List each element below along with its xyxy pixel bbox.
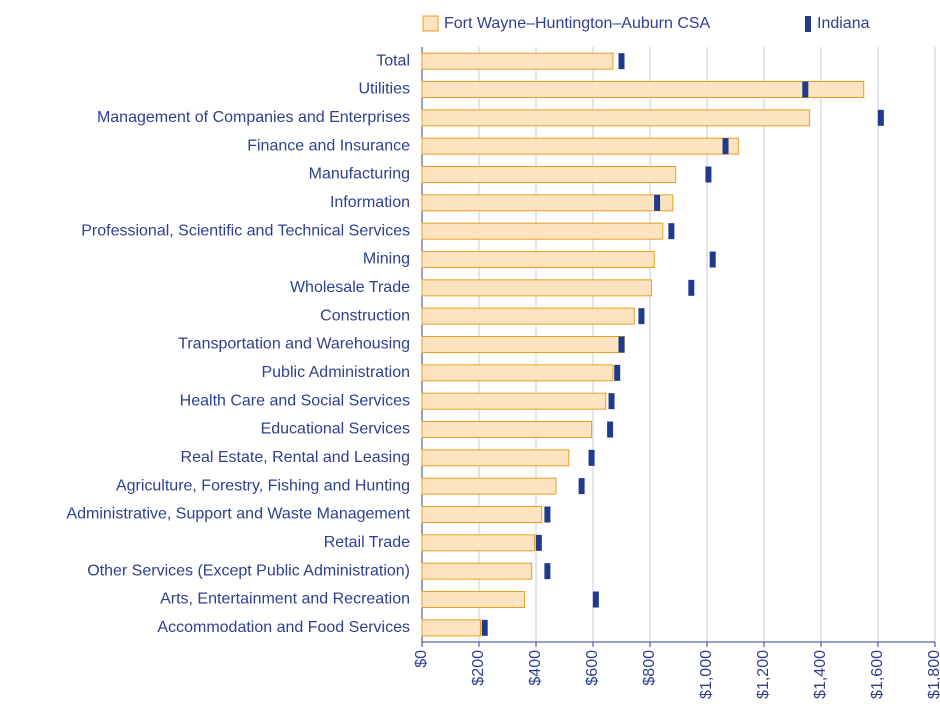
- y-tick-label: Administrative, Support and Waste Manage…: [66, 506, 410, 523]
- x-tick-label: $1,600: [869, 650, 886, 699]
- bar: [421, 449, 570, 467]
- y-tick-label: Real Estate, Rental and Leasing: [181, 449, 410, 466]
- bar: [421, 421, 593, 438]
- y-tick-label: Mining: [363, 251, 410, 268]
- marker: [722, 138, 729, 155]
- bar: [421, 166, 677, 183]
- legend-label: Indiana: [817, 15, 870, 32]
- legend-swatch: [805, 16, 811, 32]
- marker: [608, 393, 615, 410]
- y-tick-label: Information: [330, 194, 410, 211]
- marker: [709, 251, 716, 268]
- bar: [421, 477, 557, 495]
- marker: [654, 194, 661, 211]
- y-tick-label: Health Care and Social Services: [180, 392, 410, 409]
- marker: [592, 591, 599, 608]
- marker: [802, 81, 809, 98]
- y-tick-label: Total: [376, 52, 410, 69]
- marker: [877, 109, 884, 126]
- marker: [618, 336, 625, 353]
- x-tick-label: $1,400: [812, 650, 829, 699]
- y-tick-label: Wholesale Trade: [290, 279, 410, 296]
- bar: [421, 506, 543, 523]
- bar: [421, 222, 664, 240]
- y-tick-label: Professional, Scientific and Technical S…: [81, 222, 410, 239]
- y-tick-label: Management of Companies and Enterprises: [97, 109, 410, 126]
- y-tick-label: Construction: [320, 307, 410, 324]
- bar: [421, 81, 865, 98]
- x-tick-label: $1,200: [755, 650, 772, 699]
- x-tick-label: $200: [470, 650, 487, 686]
- y-tick-label: Public Administration: [261, 364, 410, 381]
- bar: [421, 137, 739, 155]
- marker: [668, 223, 675, 240]
- x-tick-label: $400: [527, 650, 544, 686]
- y-tick-label: Other Services (Except Public Administra…: [87, 562, 410, 579]
- marker: [705, 166, 712, 183]
- marker: [614, 364, 621, 381]
- y-tick-label: Transportation and Warehousing: [178, 336, 410, 353]
- x-tick-label: $0: [413, 650, 430, 668]
- y-tick-label: Retail Trade: [324, 534, 410, 551]
- bar: [421, 534, 536, 552]
- x-tick-label: $600: [584, 650, 601, 686]
- bar: [421, 52, 614, 70]
- marker: [535, 534, 542, 551]
- bar: [421, 619, 481, 637]
- bar: [421, 336, 625, 353]
- marker: [481, 619, 488, 636]
- y-tick-label: Agriculture, Forestry, Fishing and Hunti…: [116, 477, 410, 494]
- bar: [421, 251, 655, 268]
- bar: [421, 279, 652, 297]
- x-tick-label: $800: [641, 650, 658, 686]
- y-tick-label: Educational Services: [261, 421, 410, 438]
- bar: [421, 591, 526, 608]
- bar: [421, 307, 635, 325]
- marker: [688, 279, 695, 296]
- bar: [421, 194, 674, 212]
- y-tick-label: Manufacturing: [309, 166, 410, 183]
- marker: [588, 449, 595, 466]
- legend-label: Fort Wayne–Huntington–Auburn CSA: [444, 15, 711, 32]
- marker: [578, 478, 585, 495]
- y-tick-label: Finance and Insurance: [247, 137, 410, 154]
- bar: [421, 109, 811, 127]
- x-tick-label: $1,000: [698, 650, 715, 699]
- marker: [544, 563, 551, 580]
- marker: [618, 53, 625, 70]
- bar: [421, 364, 614, 382]
- legend-swatch: [422, 15, 439, 32]
- y-tick-label: Accommodation and Food Services: [157, 619, 410, 636]
- bar: [421, 392, 607, 410]
- bar: [421, 562, 533, 580]
- x-tick-label: $1,800: [926, 650, 940, 699]
- y-tick-label: Utilities: [358, 81, 410, 98]
- y-tick-label: Arts, Entertainment and Recreation: [160, 591, 410, 608]
- marker: [638, 308, 645, 325]
- marker: [607, 421, 614, 438]
- marker: [544, 506, 551, 523]
